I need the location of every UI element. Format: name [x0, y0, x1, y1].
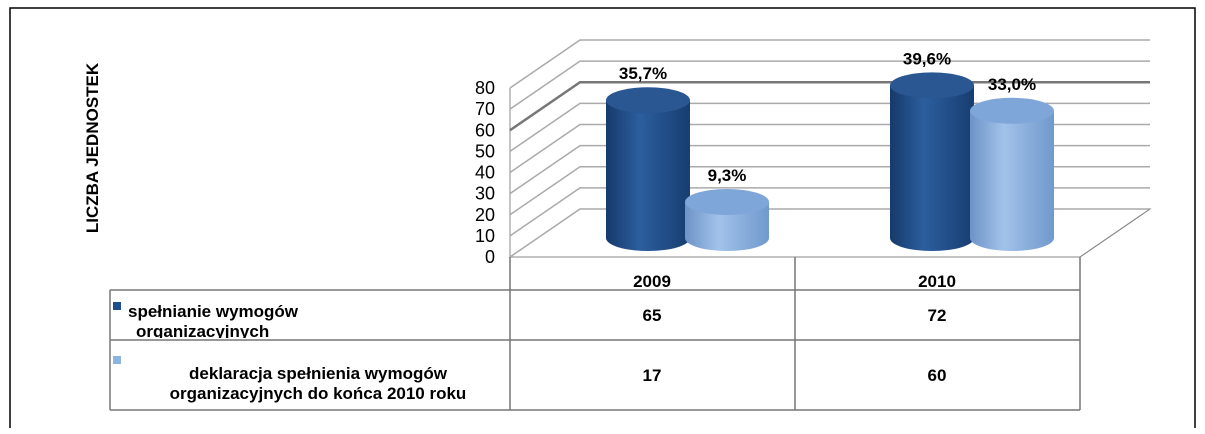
y-tick-label: 80: [475, 78, 495, 98]
legend-label: deklaracja spełnienia wymogów organizacy…: [169, 364, 467, 403]
cylinder-top: [890, 72, 974, 99]
table-value: 65: [643, 306, 662, 325]
y-axis-label: LICZBA JEDNOSTEK: [83, 62, 102, 233]
cylinder-top: [606, 87, 690, 114]
legend-swatch: [113, 356, 121, 364]
data-label: 39,6%: [903, 49, 951, 68]
cylinder-body: [685, 201, 769, 251]
legend-cell: deklaracja spełnienia wymogów organizacy…: [169, 364, 467, 403]
cylinder: [606, 87, 690, 251]
x-tick-label: 2010: [918, 272, 956, 291]
table-line: [1079, 208, 1151, 258]
y-tick-label: 10: [475, 226, 495, 246]
cylinder-top: [685, 188, 769, 215]
grid-line: [509, 39, 1150, 89]
table-value: 17: [643, 366, 662, 385]
y-tick-label: 0: [485, 247, 495, 267]
cylinder-body: [890, 85, 974, 251]
cylinder: [685, 188, 769, 251]
cylinder: [970, 97, 1054, 251]
legend-swatch: [113, 302, 121, 310]
legend-cell: spełnianie wymogów organizacyjnych: [128, 302, 299, 338]
table-value: 72: [928, 306, 947, 325]
y-tick-label: 60: [475, 120, 495, 140]
data-label: 33,0%: [988, 75, 1036, 94]
y-tick-label: 20: [475, 205, 495, 225]
data-label: 9,3%: [708, 166, 747, 185]
cylinder-top: [970, 97, 1054, 124]
cylinder-body: [970, 110, 1054, 251]
data-label: 35,7%: [619, 64, 667, 83]
cylinder-body: [606, 100, 690, 251]
frame: [9, 7, 1196, 428]
table-value: 60: [928, 366, 947, 385]
y-tick-label: 50: [475, 141, 495, 161]
y-tick-label: 70: [475, 99, 495, 119]
x-tick-label: 2009: [633, 272, 671, 291]
legend-label: spełnianie wymogów organizacyjnych: [128, 302, 299, 338]
cylinder: [890, 72, 974, 251]
y-tick-label: 30: [475, 184, 495, 204]
grid-line: [509, 60, 1150, 110]
y-tick-label: 40: [475, 163, 495, 183]
